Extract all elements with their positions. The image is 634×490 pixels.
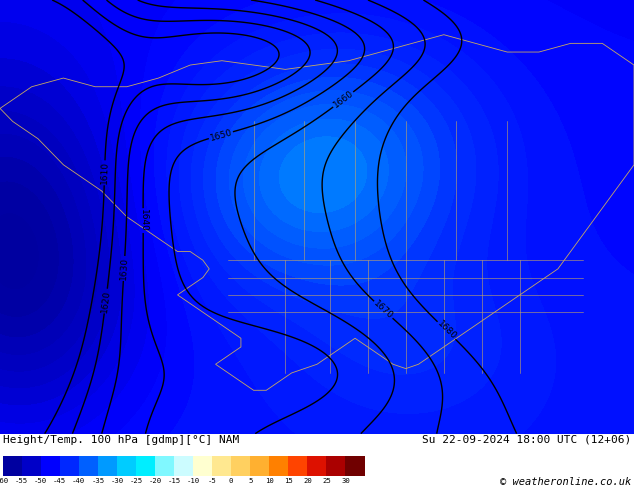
Bar	[193, 456, 212, 476]
Text: © weatheronline.co.uk: © weatheronline.co.uk	[500, 477, 631, 487]
Bar	[22, 456, 41, 476]
Text: -20: -20	[148, 478, 162, 484]
Text: 15: 15	[284, 478, 293, 484]
Text: Su 22-09-2024 18:00 UTC (12+06): Su 22-09-2024 18:00 UTC (12+06)	[422, 435, 631, 445]
Text: 1610: 1610	[100, 161, 110, 184]
Text: 1630: 1630	[119, 257, 129, 280]
Bar	[288, 456, 307, 476]
Bar	[346, 456, 365, 476]
Text: -10: -10	[186, 478, 200, 484]
Text: -35: -35	[91, 478, 105, 484]
Bar	[98, 456, 117, 476]
Text: 30: 30	[341, 478, 350, 484]
Text: 1670: 1670	[372, 299, 395, 321]
Bar	[41, 456, 60, 476]
Bar	[79, 456, 98, 476]
Text: -60: -60	[0, 478, 9, 484]
Text: 20: 20	[303, 478, 312, 484]
Text: -40: -40	[72, 478, 86, 484]
Bar	[174, 456, 193, 476]
Text: -55: -55	[15, 478, 28, 484]
Bar	[269, 456, 288, 476]
Bar	[136, 456, 155, 476]
Bar	[250, 456, 269, 476]
Text: 1640: 1640	[139, 209, 148, 232]
Text: -15: -15	[167, 478, 181, 484]
Text: 0: 0	[229, 478, 233, 484]
Text: Height/Temp. 100 hPa [gdmp][°C] NAM: Height/Temp. 100 hPa [gdmp][°C] NAM	[3, 435, 240, 445]
Text: 25: 25	[322, 478, 331, 484]
Text: -5: -5	[208, 478, 216, 484]
Bar	[212, 456, 231, 476]
Bar	[3, 456, 22, 476]
Bar	[327, 456, 346, 476]
Text: 1620: 1620	[100, 289, 112, 313]
Text: -30: -30	[110, 478, 124, 484]
Text: -50: -50	[34, 478, 47, 484]
Bar	[231, 456, 250, 476]
Bar	[60, 456, 79, 476]
Text: 1650: 1650	[209, 127, 233, 143]
Text: -25: -25	[129, 478, 143, 484]
Text: 5: 5	[248, 478, 252, 484]
Text: 1660: 1660	[332, 89, 355, 110]
Text: -45: -45	[53, 478, 67, 484]
Bar	[117, 456, 136, 476]
Text: 1680: 1680	[435, 319, 458, 342]
Bar	[307, 456, 327, 476]
Bar	[155, 456, 174, 476]
Text: 10: 10	[265, 478, 274, 484]
